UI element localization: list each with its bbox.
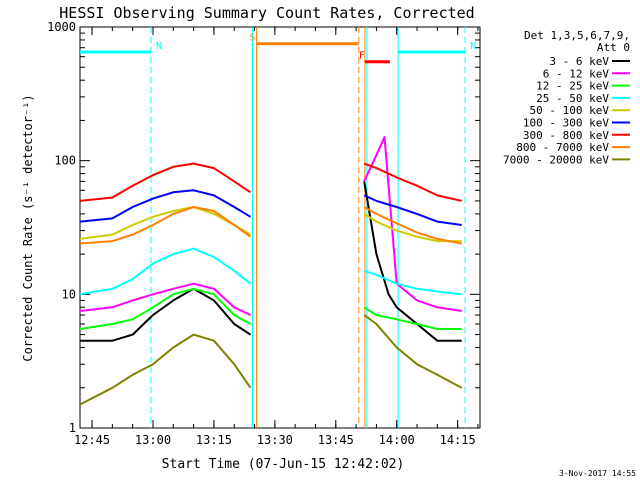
annotation-label: S [250,33,256,44]
series-line [363,181,462,342]
y-tick-label: 1000 [47,20,76,34]
series-line [363,206,462,245]
legend-label: 7000 - 20000 keV [503,153,609,166]
series-line [80,206,252,245]
series-line [363,213,462,243]
series-line [363,269,462,296]
x-tick-label: 13:45 [318,433,354,447]
series-line [80,333,252,406]
series-line [363,306,462,330]
legend-header-line-2: Att 0 [597,41,630,54]
series-line [363,194,462,226]
series-group [80,136,463,406]
footer-date: 3-Nov-2017 14:55 [559,469,636,478]
legend-label: 25 - 50 keV [536,92,609,105]
annotation-label: F [359,51,365,62]
legend-header-line-1: Det 1,3,5,6,7,9, [524,29,630,42]
plot-area: 12:45 13:00 13:15 13:30 13:45 14:00 14:15 1 10 10… [47,20,481,447]
y-axis-label: Corrected Count Rate (s⁻¹ detector⁻¹) [21,94,35,361]
series-line [80,189,252,223]
series-line [80,247,252,296]
annotation-label: N [470,41,476,52]
chart-title: HESSI Observing Summary Count Rates, Cor… [59,4,474,22]
x-tick-label: 13:00 [135,433,171,447]
annotation-label: N [156,41,162,52]
legend-label: 3 - 6 keV [549,55,609,68]
series-line [363,136,462,312]
x-tick-label: 14:15 [440,433,476,447]
x-axis-label: Start Time (07-Jun-15 12:42:02) [162,457,405,472]
x-tick-label: 14:00 [379,433,415,447]
x-tick-label: 12:45 [74,433,110,447]
legend-label: 800 - 7000 keV [516,141,609,154]
series-line [80,206,252,240]
series-line [80,287,251,330]
series-line [363,162,462,202]
x-tick-label: 13:15 [196,433,232,447]
series-line [80,287,252,342]
series-line [80,162,252,202]
legend-label: 12 - 25 keV [536,80,609,93]
legend-label: 50 - 100 keV [530,104,610,117]
y-tick-label: 100 [54,154,76,168]
y-tick-label: 10 [62,287,76,301]
x-tick-label: 13:30 [257,433,293,447]
legend-label: 100 - 300 keV [523,117,609,130]
plot-frame [79,26,481,429]
legend-label: 300 - 800 keV [523,129,609,142]
y-tick-label: 1 [69,421,76,435]
series-line [363,314,463,389]
series-line [80,282,251,316]
legend-label: 6 - 12 keV [543,67,610,80]
